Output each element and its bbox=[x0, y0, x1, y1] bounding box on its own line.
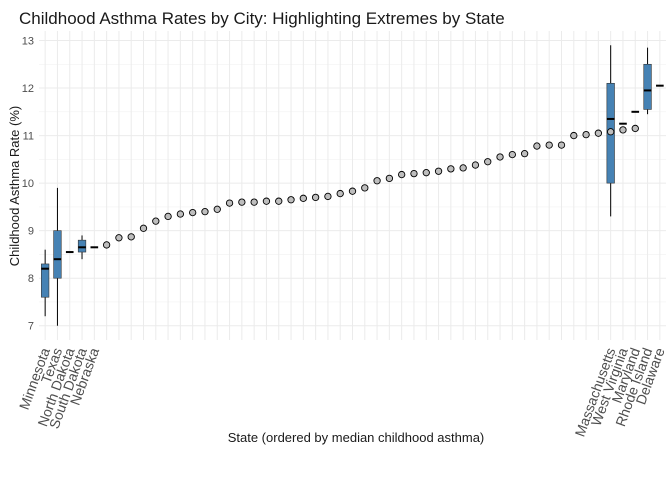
data-point bbox=[287, 196, 295, 204]
data-point bbox=[213, 205, 221, 213]
data-point bbox=[361, 184, 369, 192]
data-point bbox=[348, 187, 357, 195]
data-point bbox=[275, 197, 283, 205]
y-tick-label: 11 bbox=[23, 131, 34, 143]
data-point bbox=[324, 192, 332, 201]
y-tick-label: 8 bbox=[28, 273, 34, 285]
y-tick-label: 9 bbox=[28, 226, 34, 238]
data-point bbox=[139, 224, 148, 232]
data-point bbox=[176, 210, 185, 218]
data-point bbox=[484, 158, 492, 166]
data-point bbox=[373, 177, 381, 185]
box-body bbox=[77, 239, 87, 253]
data-point bbox=[152, 217, 160, 225]
data-point bbox=[594, 129, 603, 137]
data-point bbox=[496, 153, 504, 161]
y-tick-label: 7 bbox=[28, 321, 34, 333]
data-point bbox=[115, 234, 123, 242]
data-point bbox=[225, 199, 234, 207]
data-point bbox=[410, 169, 418, 178]
y-axis-ticks: 7 8 9 10 11 12 13 bbox=[22, 36, 34, 333]
y-tick-label: 10 bbox=[22, 178, 34, 190]
box-body bbox=[41, 263, 50, 298]
data-point bbox=[459, 164, 467, 172]
data-point bbox=[262, 197, 271, 205]
data-point bbox=[336, 189, 344, 198]
x-axis-title: State (ordered by median childhood asthm… bbox=[228, 430, 485, 445]
data-point bbox=[385, 174, 394, 183]
point-series bbox=[102, 124, 639, 249]
data-point bbox=[447, 165, 455, 173]
data-point bbox=[201, 207, 209, 216]
data-point bbox=[631, 124, 639, 133]
data-point bbox=[508, 150, 516, 159]
data-point bbox=[422, 169, 430, 177]
y-axis-title: Childhood Asthma Rate (%) bbox=[7, 106, 22, 266]
data-point bbox=[607, 128, 615, 136]
y-tick-label: 12 bbox=[22, 83, 34, 95]
data-point bbox=[619, 126, 627, 134]
data-point bbox=[299, 194, 307, 202]
data-point bbox=[471, 161, 480, 169]
data-point bbox=[434, 167, 443, 175]
chart-title: Childhood Asthma Rates by City: Highligh… bbox=[19, 9, 505, 28]
box-body bbox=[643, 63, 652, 110]
data-point bbox=[398, 170, 406, 179]
data-point bbox=[533, 142, 541, 150]
plot-grid bbox=[39, 31, 666, 340]
data-point bbox=[570, 131, 578, 140]
data-point bbox=[127, 233, 135, 241]
data-point bbox=[102, 241, 111, 249]
data-point bbox=[520, 149, 529, 158]
data-point bbox=[311, 193, 320, 202]
data-point bbox=[238, 198, 246, 206]
data-point bbox=[189, 208, 197, 217]
data-point bbox=[557, 141, 566, 149]
data-point bbox=[545, 141, 553, 149]
y-tick-label: 13 bbox=[22, 36, 34, 48]
box-body bbox=[53, 230, 62, 279]
data-point bbox=[582, 130, 590, 139]
data-point bbox=[250, 198, 258, 206]
data-point bbox=[164, 212, 172, 221]
